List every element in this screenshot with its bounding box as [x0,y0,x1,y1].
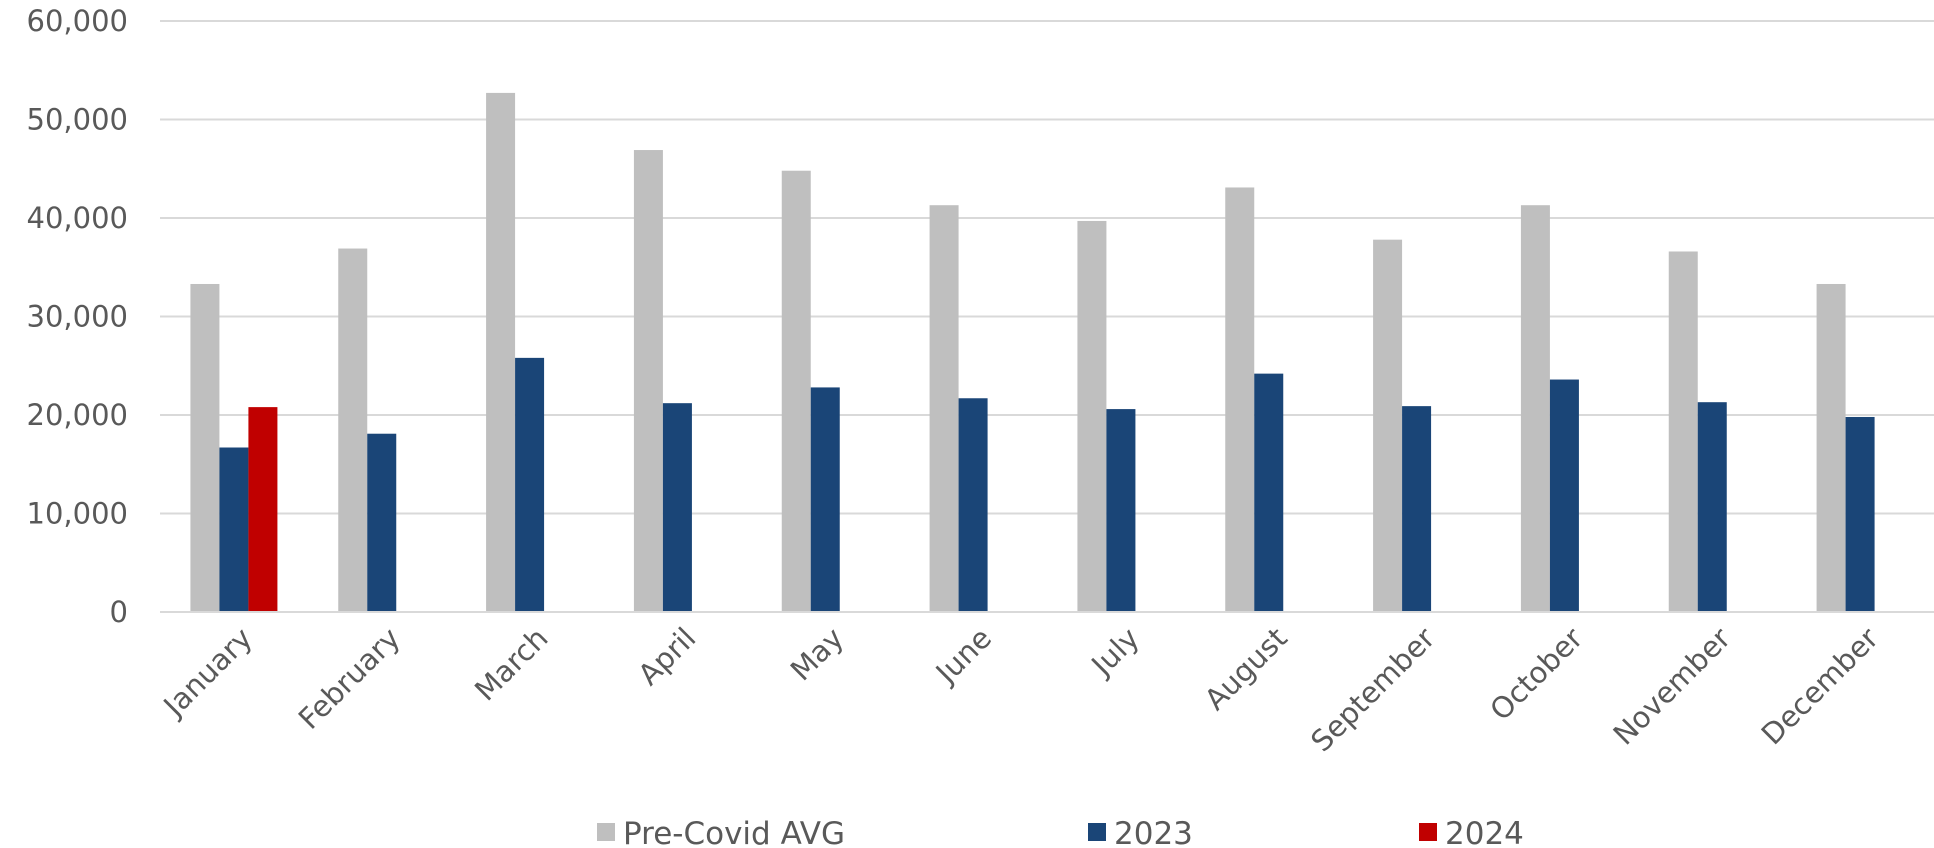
bar [1402,406,1432,612]
bar [367,433,397,612]
legend-label: Pre-Covid AVG [623,816,845,848]
bar [633,150,663,612]
y-tick-label: 40,000 [27,201,128,235]
bar [1520,205,1550,612]
x-axis-category-labels: January February March April May June July Augu… [156,621,1885,758]
bar [929,205,959,612]
x-category-label: August [1198,621,1294,717]
x-category-label: January [156,621,259,724]
bar [1697,402,1727,612]
bar [1549,379,1579,612]
legend: Pre-Covid AVG 2023 2024 [597,816,1524,848]
legend-swatch [1419,823,1437,841]
bar [1106,409,1136,612]
bar [1816,283,1846,612]
x-category-label: December [1755,621,1885,751]
gridlines [160,20,1934,515]
x-category-label: February [292,621,407,736]
y-tick-label: 60,000 [27,4,128,38]
x-category-label: March [468,621,555,708]
bar [1225,187,1255,612]
bar [486,92,516,612]
bar [810,387,840,612]
bar [1254,373,1284,612]
y-tick-label: 0 [110,595,128,629]
bars [190,92,1875,613]
legend-swatch [1088,823,1106,841]
legend-label: 2023 [1114,816,1193,848]
x-category-label: November [1606,621,1737,752]
bar [190,283,220,612]
bar [338,248,368,612]
bar [248,407,278,612]
y-tick-label: 20,000 [27,398,128,432]
bar [1668,251,1698,613]
y-tick-label: 50,000 [27,103,128,137]
y-axis-tick-labels: 0 10,000 20,000 30,000 40,000 50,000 60,000 [27,4,128,629]
bar [662,403,692,612]
bar [219,447,249,612]
x-category-label: June [928,621,998,691]
y-tick-label: 10,000 [27,497,128,531]
x-category-label: September [1304,621,1441,758]
bar [515,357,545,612]
bar [1373,239,1403,613]
bar [1845,416,1875,612]
x-category-label: July [1084,621,1146,683]
x-category-label: April [631,621,702,692]
bar [958,398,988,612]
bar [781,170,811,612]
bar [1077,220,1107,612]
x-category-label: May [784,621,850,687]
legend-swatch [597,823,615,841]
legend-label: 2024 [1445,816,1524,848]
y-tick-label: 30,000 [27,300,128,334]
x-category-label: October [1483,621,1589,727]
